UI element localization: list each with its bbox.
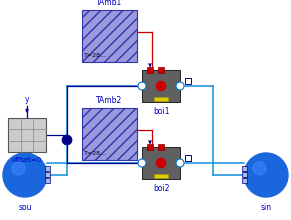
Bar: [45, 178, 49, 183]
Bar: [8, 118, 46, 152]
Bar: [147, 144, 153, 150]
Text: boi2: boi2: [153, 184, 169, 193]
Circle shape: [12, 162, 25, 175]
Bar: [158, 67, 164, 73]
Bar: [185, 155, 191, 161]
Bar: [142, 70, 180, 102]
Bar: [82, 10, 137, 62]
Text: T=28...: T=28...: [84, 151, 107, 156]
Circle shape: [62, 135, 72, 145]
Bar: [154, 97, 168, 101]
Bar: [242, 172, 246, 178]
Circle shape: [176, 159, 184, 167]
Circle shape: [176, 82, 184, 90]
Text: boi1: boi1: [153, 107, 169, 116]
Circle shape: [156, 81, 166, 91]
Bar: [45, 172, 49, 178]
Bar: [82, 108, 137, 160]
Text: TAmb2: TAmb2: [96, 96, 123, 105]
Circle shape: [156, 158, 166, 168]
Circle shape: [253, 162, 266, 175]
Text: sou: sou: [18, 203, 32, 212]
Bar: [242, 178, 246, 183]
Circle shape: [3, 153, 47, 197]
Bar: [242, 167, 246, 172]
Text: T=28...: T=28...: [84, 53, 107, 58]
Bar: [185, 78, 191, 84]
Bar: [158, 144, 164, 150]
Circle shape: [138, 159, 146, 167]
Text: TAmb1: TAmb1: [96, 0, 123, 7]
Text: offset=0: offset=0: [12, 157, 42, 163]
Bar: [45, 167, 49, 172]
Bar: [142, 147, 180, 179]
Bar: [154, 174, 168, 178]
Text: y: y: [25, 95, 29, 104]
Circle shape: [138, 82, 146, 90]
Circle shape: [244, 153, 288, 197]
Bar: [147, 67, 153, 73]
Text: sin: sin: [260, 203, 272, 212]
